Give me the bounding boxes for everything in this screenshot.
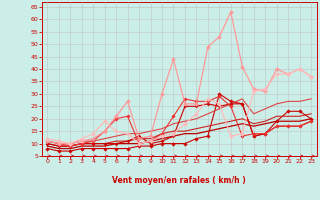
X-axis label: Vent moyen/en rafales ( km/h ): Vent moyen/en rafales ( km/h ) <box>112 176 246 185</box>
